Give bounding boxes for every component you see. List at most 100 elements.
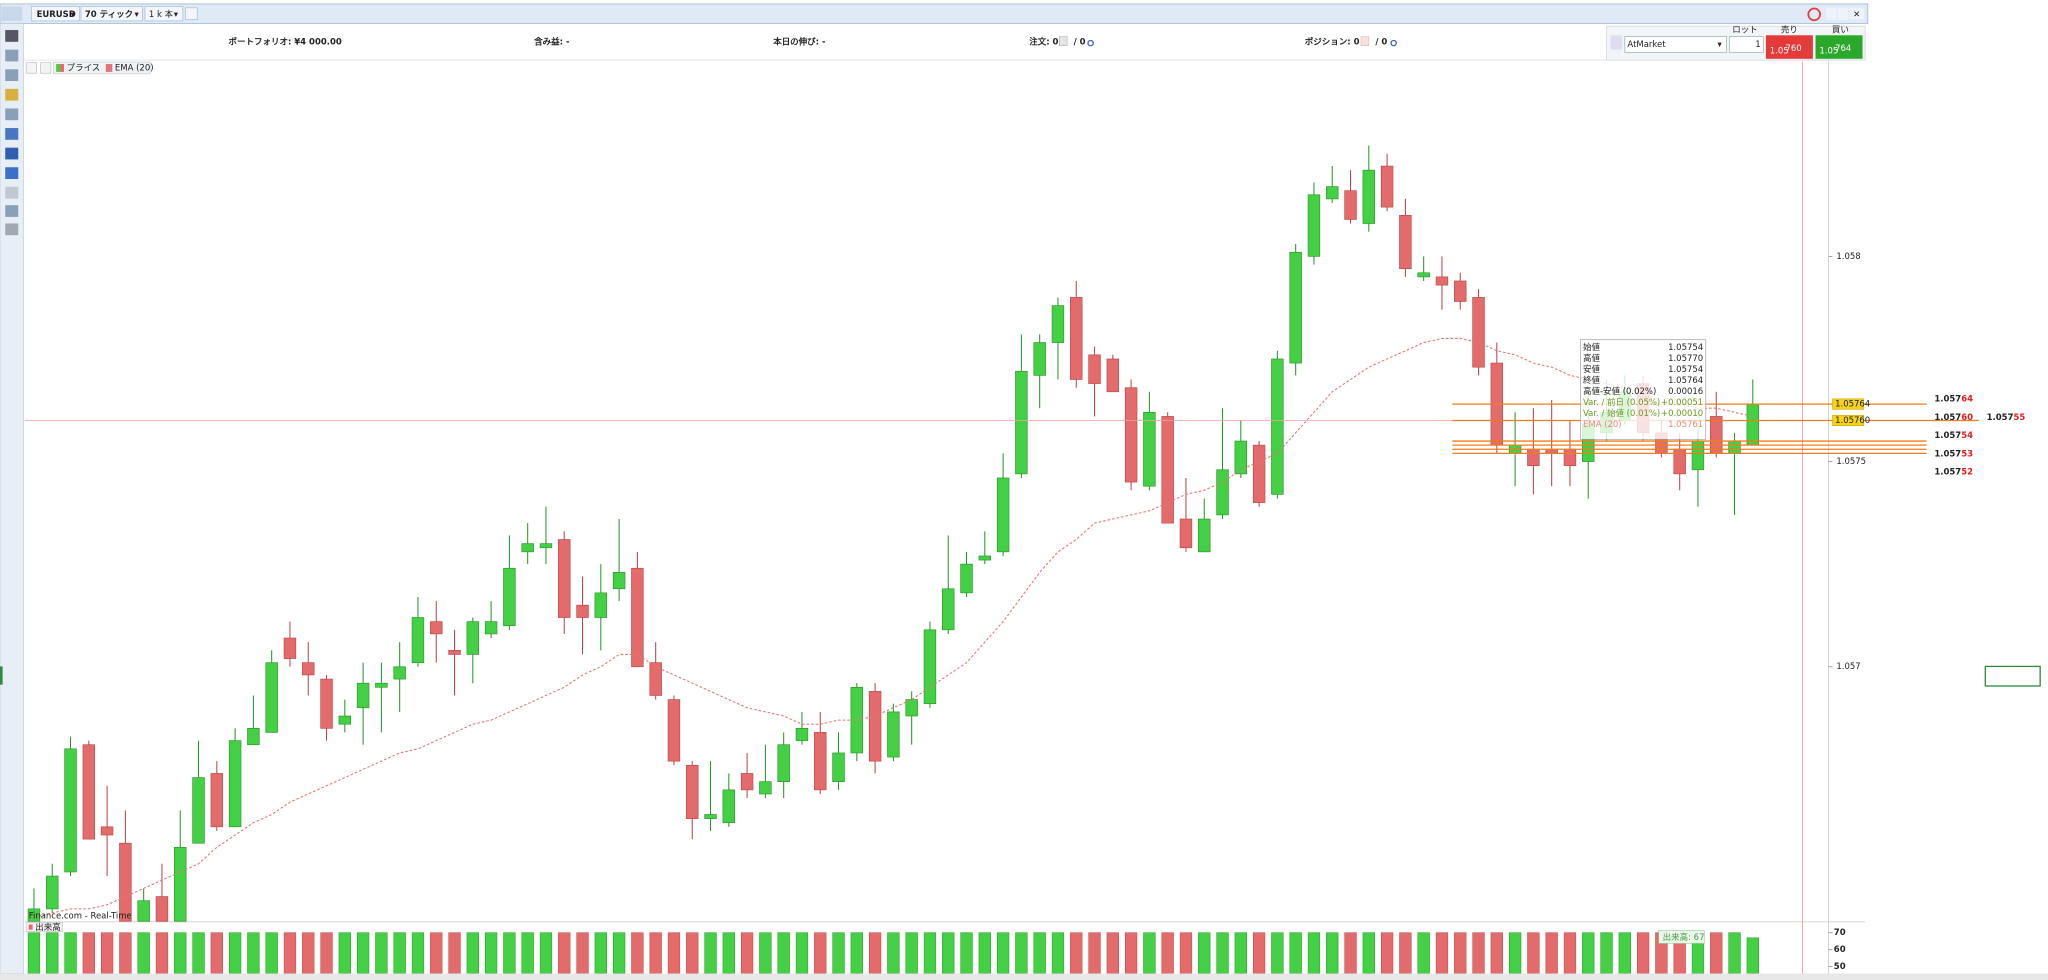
candle-body	[228, 740, 242, 828]
tool-fib[interactable]	[5, 88, 19, 101]
candle-body	[1198, 518, 1211, 553]
pnl: 含み益: -	[534, 36, 570, 47]
candle-body	[283, 637, 297, 659]
candle-body	[686, 764, 699, 819]
minimize-button[interactable]	[1825, 7, 1837, 20]
symbol-select[interactable]	[31, 6, 80, 22]
volume-bar	[1508, 932, 1522, 974]
symbol[interactable]: EURUSD	[37, 10, 76, 20]
restore-button[interactable]	[1837, 7, 1849, 20]
candle-body	[484, 621, 498, 635]
header-bar	[0, 3, 1869, 24]
tab-strip	[0, 973, 2048, 980]
orders-pending: / 0	[1074, 37, 1086, 47]
lot-label: ロット	[1732, 26, 1757, 36]
tool-cursor[interactable]	[5, 49, 19, 62]
legend-price[interactable]: プライス	[67, 63, 101, 73]
candle-body	[759, 781, 772, 795]
sell-price-pips[interactable]: 760	[1785, 44, 1801, 54]
tooltip-value: 1.05764	[1668, 376, 1703, 386]
daily-change: 本日の伸び: -	[772, 36, 826, 47]
tool-erase[interactable]	[5, 205, 19, 217]
volume-bar	[1307, 932, 1321, 974]
level-label-pips: 53	[1961, 449, 1973, 459]
positions-icon[interactable]	[1360, 36, 1370, 46]
buy-button[interactable]	[1815, 35, 1863, 59]
candle-body	[1454, 280, 1467, 302]
candle-body	[1051, 305, 1065, 343]
positions-link[interactable]	[1390, 39, 1397, 47]
legend-button[interactable]	[40, 62, 52, 74]
tooltip-value: 1.05754	[1668, 343, 1703, 353]
order-type[interactable]: AtMarket	[1627, 40, 1666, 50]
dropdown-arrow: ▾	[71, 10, 76, 20]
buy-price-big[interactable]: 1.05	[1819, 46, 1838, 56]
volume-bar	[228, 932, 242, 974]
candle-body	[1161, 416, 1174, 524]
y-tick-label: 1.057	[1836, 662, 1860, 672]
candle-body	[27, 908, 41, 922]
level-label: 1.05753	[1934, 449, 1973, 459]
tool-zoom[interactable]	[5, 108, 19, 121]
tool-hline[interactable]	[5, 128, 19, 140]
tool-move[interactable]	[5, 167, 19, 180]
volume-bar	[503, 932, 516, 974]
order-tool[interactable]	[1610, 35, 1623, 50]
volume-bar	[1344, 932, 1357, 974]
tooltip-value: 1.05754	[1668, 365, 1703, 375]
tool-copy[interactable]	[5, 186, 19, 199]
sell-price-big[interactable]: 1.05	[1770, 46, 1789, 56]
bars-select[interactable]	[144, 6, 184, 22]
volume-bar	[1710, 932, 1723, 974]
volume-bar	[448, 932, 461, 974]
level-label-big: 1.057	[1934, 431, 1961, 441]
bars[interactable]: 1 k 本	[149, 9, 174, 20]
tool-delete[interactable]	[5, 223, 19, 236]
tool-pen[interactable]	[5, 30, 19, 42]
orders-icon[interactable]	[1059, 36, 1068, 46]
volume-bar	[46, 932, 59, 974]
volume-bar	[539, 932, 553, 974]
volume-bar	[1362, 932, 1375, 974]
candle-body	[320, 678, 333, 729]
volume-bar	[155, 932, 169, 974]
order-type-select[interactable]	[1624, 36, 1728, 53]
buy-price-pips[interactable]: 764	[1835, 44, 1851, 54]
tool-text[interactable]	[5, 147, 19, 160]
data-source: Finance.com - Real-Time	[29, 911, 132, 921]
lot-input[interactable]	[1728, 36, 1764, 53]
tool-line[interactable]	[5, 69, 19, 82]
side-marker	[0, 666, 3, 685]
candle-body	[1015, 370, 1028, 475]
volume-bar	[174, 932, 187, 974]
tooltip-label: 安値	[1583, 364, 1600, 375]
candle-body	[174, 847, 187, 922]
lot[interactable]: 1	[1755, 40, 1760, 50]
candle-body	[631, 567, 644, 668]
refresh-button[interactable]	[1807, 7, 1821, 22]
candle-body	[942, 588, 955, 631]
legend-ema[interactable]: EMA (20)	[115, 63, 154, 73]
volume-bar	[1252, 932, 1266, 974]
price-panel: 1.0571.05751.0581.057641.057641.057601.0…	[24, 145, 2025, 922]
close-button[interactable]	[1849, 7, 1864, 20]
level-label-big: 1.057	[1987, 412, 2014, 422]
volume-bar	[1417, 932, 1430, 974]
info-button[interactable]	[185, 7, 198, 20]
volume-tick-label: 70	[1834, 928, 1846, 938]
candle-body	[868, 691, 882, 762]
tooltip-value: 1.05770	[1668, 354, 1703, 364]
interval[interactable]: 70 ティック	[85, 9, 133, 20]
interval-select[interactable]	[80, 6, 143, 22]
sell-button[interactable]	[1765, 35, 1813, 59]
candle-body	[740, 773, 754, 791]
legend-button[interactable]	[25, 62, 37, 74]
volume-bar	[1234, 932, 1247, 974]
volume-bar	[722, 932, 735, 974]
volume-bar	[411, 932, 425, 974]
orders-link[interactable]	[1087, 39, 1094, 47]
volume-bar	[686, 932, 699, 974]
volume-bar	[942, 932, 955, 974]
candle-body	[905, 699, 918, 717]
